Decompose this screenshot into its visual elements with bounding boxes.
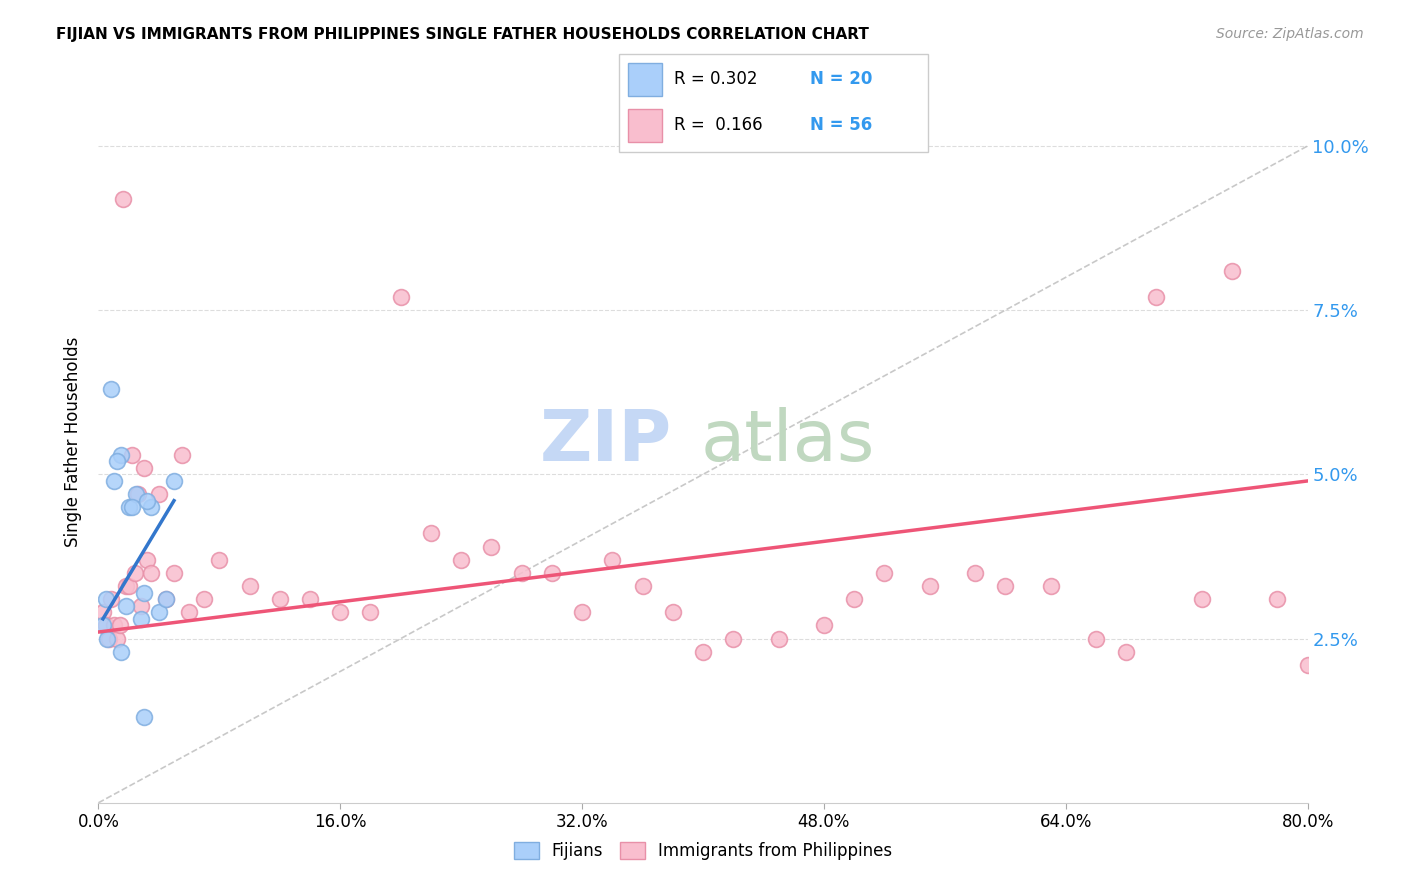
Point — [1115, 645, 1137, 659]
Point — [179, 605, 201, 619]
Point — [114, 599, 136, 613]
Point — [481, 540, 503, 554]
Point — [269, 592, 291, 607]
Point — [1296, 657, 1319, 672]
Point — [510, 566, 533, 580]
Y-axis label: Single Father Households: Single Father Households — [65, 336, 83, 547]
Point — [132, 460, 155, 475]
Point — [1146, 290, 1168, 304]
Text: R =  0.166: R = 0.166 — [675, 116, 763, 134]
Point — [155, 592, 177, 607]
Point — [170, 448, 193, 462]
Point — [1085, 632, 1108, 646]
Text: N = 56: N = 56 — [810, 116, 873, 134]
Text: N = 20: N = 20 — [810, 70, 873, 88]
Point — [135, 553, 157, 567]
Point — [100, 382, 122, 396]
Point — [110, 645, 132, 659]
FancyBboxPatch shape — [619, 54, 928, 152]
Point — [163, 566, 186, 580]
Point — [96, 632, 118, 646]
Point — [121, 448, 143, 462]
Point — [420, 526, 443, 541]
Point — [1191, 592, 1213, 607]
Point — [450, 553, 472, 567]
Text: R = 0.302: R = 0.302 — [675, 70, 758, 88]
Point — [602, 553, 624, 567]
Point — [91, 605, 114, 619]
Point — [121, 500, 143, 515]
Point — [965, 566, 987, 580]
Point — [661, 605, 683, 619]
Point — [118, 500, 141, 515]
Point — [571, 605, 593, 619]
Point — [114, 579, 136, 593]
Point — [239, 579, 262, 593]
Point — [148, 605, 170, 619]
Point — [389, 290, 412, 304]
Point — [105, 632, 128, 646]
Point — [540, 566, 562, 580]
Point — [148, 487, 170, 501]
Point — [94, 592, 117, 607]
Point — [193, 592, 215, 607]
FancyBboxPatch shape — [628, 110, 662, 142]
Text: Source: ZipAtlas.com: Source: ZipAtlas.com — [1216, 27, 1364, 41]
Point — [994, 579, 1017, 593]
Point — [127, 487, 149, 501]
Point — [844, 592, 866, 607]
Point — [108, 618, 131, 632]
Point — [692, 645, 714, 659]
Point — [208, 553, 231, 567]
Legend: Fijians, Immigrants from Philippines: Fijians, Immigrants from Philippines — [506, 835, 900, 867]
Text: FIJIAN VS IMMIGRANTS FROM PHILIPPINES SINGLE FATHER HOUSEHOLDS CORRELATION CHART: FIJIAN VS IMMIGRANTS FROM PHILIPPINES SI… — [56, 27, 869, 42]
Point — [135, 493, 157, 508]
Point — [141, 500, 163, 515]
Point — [103, 618, 125, 632]
Point — [125, 487, 148, 501]
Point — [129, 599, 152, 613]
Point — [723, 632, 745, 646]
Point — [873, 566, 896, 580]
Text: atlas: atlas — [700, 407, 875, 476]
FancyBboxPatch shape — [628, 63, 662, 95]
Point — [141, 566, 163, 580]
Point — [98, 632, 121, 646]
Point — [105, 454, 128, 468]
Point — [100, 592, 122, 607]
Point — [94, 618, 117, 632]
Point — [103, 474, 125, 488]
Point — [1267, 592, 1289, 607]
Point — [299, 592, 322, 607]
Point — [1039, 579, 1062, 593]
Point — [132, 585, 155, 599]
Point — [132, 710, 155, 724]
Point — [155, 592, 177, 607]
Point — [631, 579, 654, 593]
Point — [110, 448, 132, 462]
Point — [129, 612, 152, 626]
Point — [1220, 264, 1243, 278]
Point — [813, 618, 835, 632]
Point — [91, 618, 114, 632]
Point — [124, 566, 146, 580]
Point — [118, 579, 141, 593]
Point — [329, 605, 352, 619]
Point — [918, 579, 941, 593]
Point — [768, 632, 790, 646]
Text: ZIP: ZIP — [540, 407, 672, 476]
Point — [360, 605, 382, 619]
Point — [163, 474, 186, 488]
Point — [111, 192, 134, 206]
